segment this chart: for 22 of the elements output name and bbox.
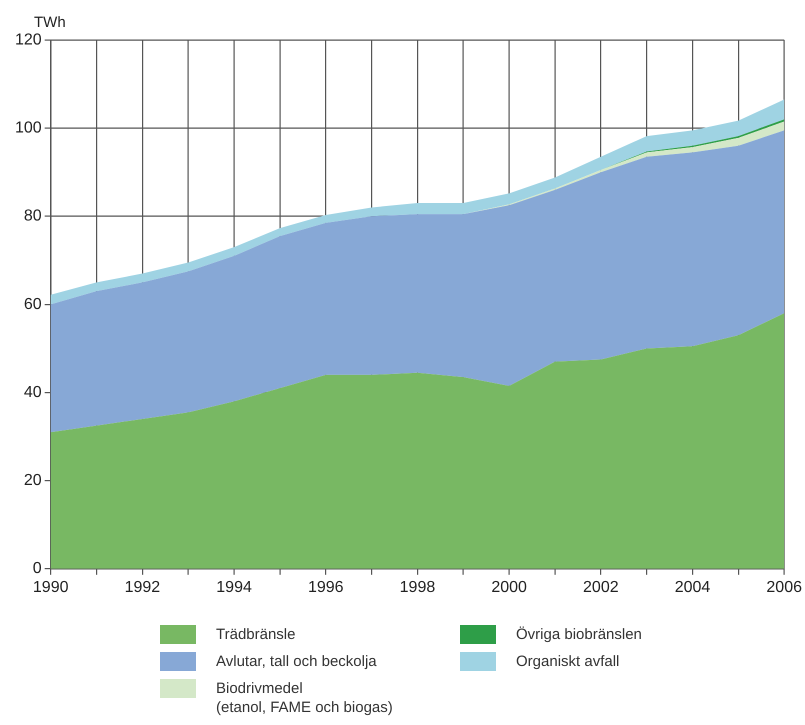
y-tick-label: 80 (24, 208, 42, 225)
x-tick-label: 1998 (400, 578, 436, 596)
x-tick-label: 1990 (32, 578, 69, 596)
y-axis-title: TWh (34, 14, 66, 31)
x-tick-label: 2002 (583, 578, 619, 596)
legend-label: Övriga biobränslen (516, 625, 642, 644)
legend-label: Biodrivmedel (etanol, FAME och biogas) (216, 679, 393, 717)
x-tick-label: 1992 (124, 578, 160, 596)
x-tick-label: 1994 (216, 578, 252, 596)
x-tick-label: 2004 (674, 578, 710, 596)
y-tick-label: 0 (32, 560, 42, 578)
y-tick-label: 100 (14, 120, 42, 137)
x-tick-label: 1996 (308, 578, 344, 596)
legend-label: Trädbränsle (216, 625, 296, 644)
y-tick-label: 60 (24, 296, 42, 313)
y-tick-label: 40 (24, 384, 42, 401)
y-tick-label: 20 (24, 472, 42, 490)
legend-label: Organiskt avfall (516, 652, 620, 671)
x-tick-label: 2006 (766, 578, 802, 596)
x-tick-label: 2000 (491, 578, 528, 596)
y-tick-label: 120 (14, 31, 42, 48)
legend-label: Avlutar, tall och beckolja (216, 652, 377, 671)
